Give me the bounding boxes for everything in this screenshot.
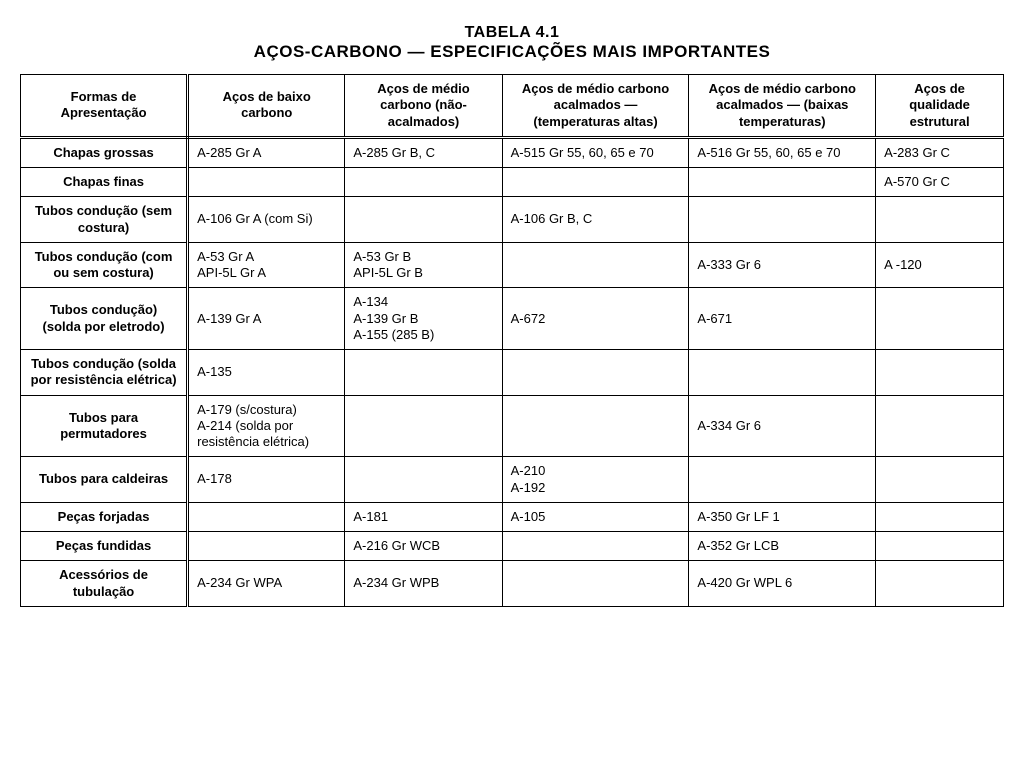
- cell: [876, 395, 1004, 457]
- cell: [502, 395, 689, 457]
- cell: [876, 502, 1004, 531]
- cell: A-234 Gr WPA: [188, 561, 345, 607]
- row-label: Tubos para permutadores: [21, 395, 188, 457]
- cell: A-352 Gr LCB: [689, 532, 876, 561]
- cell: [188, 502, 345, 531]
- col-header-3: Aços de médio carbono acalmados — (tempe…: [502, 75, 689, 138]
- title-line-2: AÇOS-CARBONO — ESPECIFICAÇÕES MAIS IMPOR…: [20, 42, 1004, 62]
- table-row: Tubos condução (sem costura)A-106 Gr A (…: [21, 197, 1004, 243]
- cell: A-283 Gr C: [876, 137, 1004, 167]
- row-label: Tubos condução) (solda por eletrodo): [21, 288, 188, 350]
- cell: A-53 Gr BAPI-5L Gr B: [345, 242, 502, 288]
- cell: A-139 Gr A: [188, 288, 345, 350]
- cell: [345, 168, 502, 197]
- cell: [876, 288, 1004, 350]
- cell: [876, 197, 1004, 243]
- cell: [345, 350, 502, 396]
- cell: A-134A-139 Gr BA-155 (285 B): [345, 288, 502, 350]
- cell: [345, 457, 502, 503]
- row-label: Chapas grossas: [21, 137, 188, 167]
- table-row: Chapas grossasA-285 Gr AA-285 Gr B, CA-5…: [21, 137, 1004, 167]
- cell: A -120: [876, 242, 1004, 288]
- cell: [876, 457, 1004, 503]
- cell: A-350 Gr LF 1: [689, 502, 876, 531]
- title-line-1: TABELA 4.1: [20, 24, 1004, 42]
- table-row: Peças forjadas A-181A-105A-350 Gr LF 1: [21, 502, 1004, 531]
- cell: A-106 Gr A (com Si): [188, 197, 345, 243]
- cell: A-334 Gr 6: [689, 395, 876, 457]
- cell: [502, 168, 689, 197]
- table-row: Tubos condução (com ou sem costura)A-53 …: [21, 242, 1004, 288]
- row-label: Peças forjadas: [21, 502, 188, 531]
- cell: A-333 Gr 6: [689, 242, 876, 288]
- cell: A-671: [689, 288, 876, 350]
- cell: A-515 Gr 55, 60, 65 e 70: [502, 137, 689, 167]
- row-label: Tubos condução (solda por resistência el…: [21, 350, 188, 396]
- cell: A-53 Gr AAPI-5L Gr A: [188, 242, 345, 288]
- cell: [502, 350, 689, 396]
- row-label: Tubos para caldeiras: [21, 457, 188, 503]
- cell: [188, 532, 345, 561]
- cell: A-106 Gr B, C: [502, 197, 689, 243]
- row-label: Tubos condução (sem costura): [21, 197, 188, 243]
- table-row: Peças fundidas A-216 Gr WCB A-352 Gr LCB: [21, 532, 1004, 561]
- table-row: Tubos condução) (solda por eletrodo)A-13…: [21, 288, 1004, 350]
- cell: A-216 Gr WCB: [345, 532, 502, 561]
- col-header-0: Formas de Apresentação: [21, 75, 188, 138]
- cell: A-181: [345, 502, 502, 531]
- cell: [876, 561, 1004, 607]
- table-header-row: Formas de Apresentação Aços de baixo car…: [21, 75, 1004, 138]
- cell: [502, 532, 689, 561]
- table-row: Tubos condução (solda por resistência el…: [21, 350, 1004, 396]
- table-body: Chapas grossasA-285 Gr AA-285 Gr B, CA-5…: [21, 137, 1004, 606]
- cell: A-179 (s/costura)A-214 (solda por resist…: [188, 395, 345, 457]
- cell: A-135: [188, 350, 345, 396]
- cell: [876, 532, 1004, 561]
- cell: A-234 Gr WPB: [345, 561, 502, 607]
- cell: [689, 168, 876, 197]
- table-row: Tubos para permutadoresA-179 (s/costura)…: [21, 395, 1004, 457]
- col-header-4: Aços de médio carbono acalmados — (baixa…: [689, 75, 876, 138]
- cell: [345, 395, 502, 457]
- cell: A-420 Gr WPL 6: [689, 561, 876, 607]
- cell: A-672: [502, 288, 689, 350]
- row-label: Acessórios de tubulação: [21, 561, 188, 607]
- cell: [502, 242, 689, 288]
- cell: A-570 Gr C: [876, 168, 1004, 197]
- col-header-2: Aços de médio carbono (não-acalmados): [345, 75, 502, 138]
- cell: [345, 197, 502, 243]
- cell: [502, 561, 689, 607]
- table-row: Chapas finas A-570 Gr C: [21, 168, 1004, 197]
- cell: A-285 Gr A: [188, 137, 345, 167]
- row-label: Chapas finas: [21, 168, 188, 197]
- cell: [689, 197, 876, 243]
- row-label: Tubos condução (com ou sem costura): [21, 242, 188, 288]
- cell: [689, 457, 876, 503]
- cell: A-178: [188, 457, 345, 503]
- cell: [689, 350, 876, 396]
- col-header-1: Aços de baixo carbono: [188, 75, 345, 138]
- cell: [876, 350, 1004, 396]
- cell: A-210A-192: [502, 457, 689, 503]
- col-header-5: Aços de qualidade estrutural: [876, 75, 1004, 138]
- cell: A-516 Gr 55, 60, 65 e 70: [689, 137, 876, 167]
- cell: [188, 168, 345, 197]
- table-row: Tubos para caldeirasA-178 A-210A-192: [21, 457, 1004, 503]
- table-title-block: TABELA 4.1 AÇOS-CARBONO — ESPECIFICAÇÕES…: [20, 24, 1004, 62]
- table-row: Acessórios de tubulaçãoA-234 Gr WPAA-234…: [21, 561, 1004, 607]
- cell: A-285 Gr B, C: [345, 137, 502, 167]
- cell: A-105: [502, 502, 689, 531]
- specs-table: Formas de Apresentação Aços de baixo car…: [20, 74, 1004, 607]
- row-label: Peças fundidas: [21, 532, 188, 561]
